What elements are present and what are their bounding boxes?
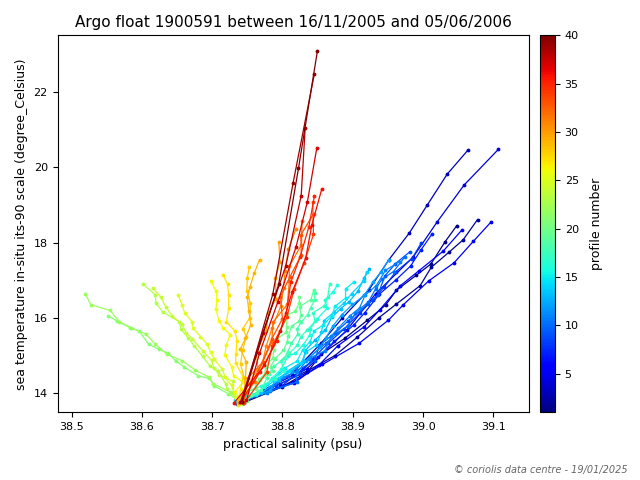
X-axis label: practical salinity (psu): practical salinity (psu): [223, 438, 363, 451]
Y-axis label: sea temperature in-situ its-90 scale (degree_Celsius): sea temperature in-situ its-90 scale (de…: [15, 58, 28, 390]
Text: © coriolis data centre - 19/01/2025: © coriolis data centre - 19/01/2025: [454, 465, 627, 475]
Title: Argo float 1900591 between 16/11/2005 and 05/06/2006: Argo float 1900591 between 16/11/2005 an…: [75, 15, 511, 30]
Y-axis label: profile number: profile number: [590, 178, 603, 270]
